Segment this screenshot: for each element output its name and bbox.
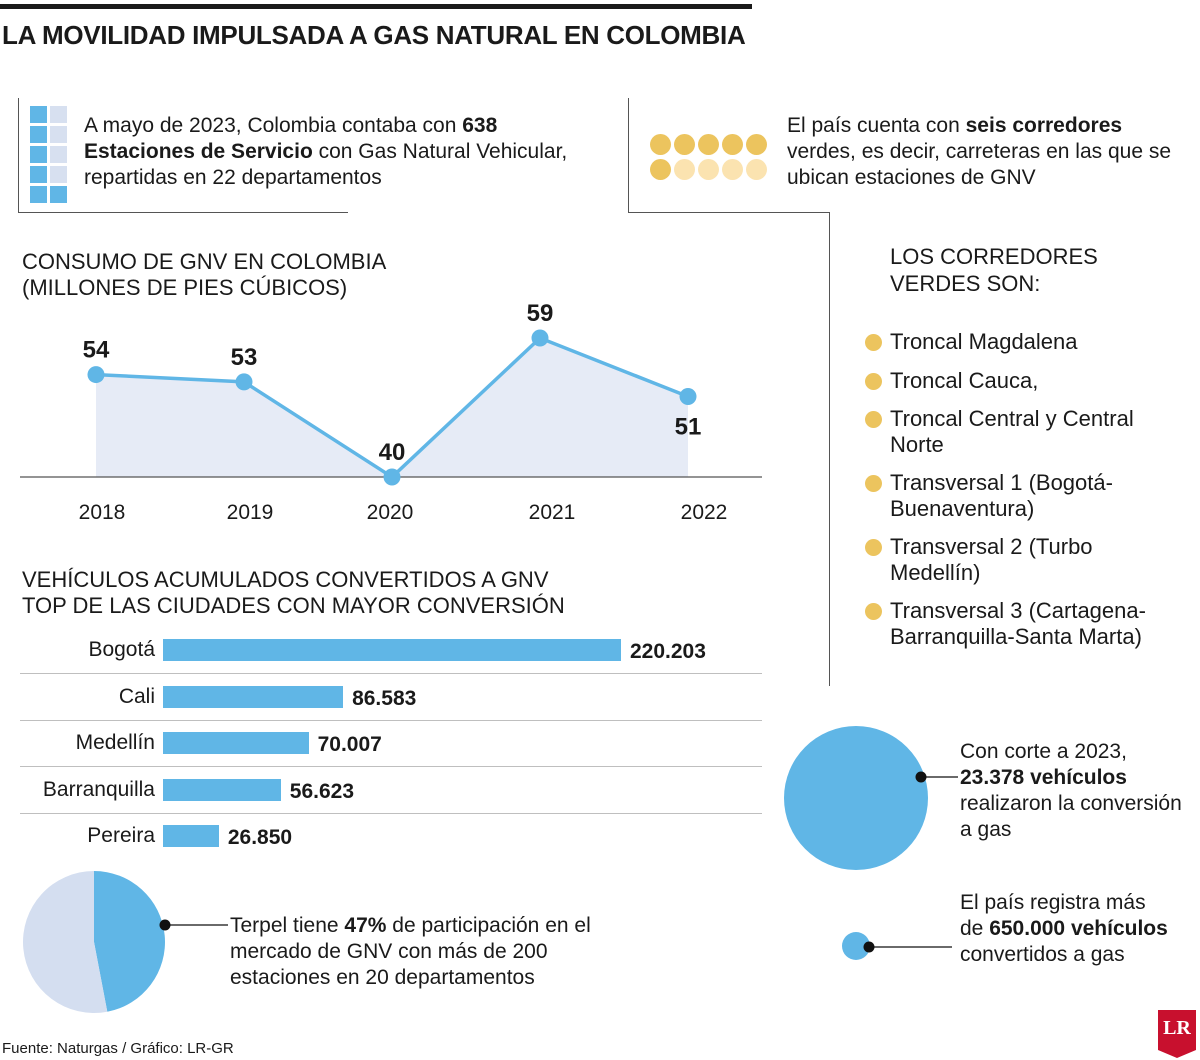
data-label: 54: [83, 337, 110, 364]
pie-slice-rest: [23, 871, 108, 1013]
frame-rule: [829, 212, 830, 686]
frame-rule: [18, 98, 19, 212]
corridor-bullet-icon: [865, 373, 882, 390]
bar-category-label: Bogotá: [88, 638, 155, 661]
bar: [163, 778, 281, 801]
data-label: 51: [675, 414, 702, 441]
bar-chart-subtitle: TOP DE LAS CIUDADES CON MAYOR CONVERSIÓN: [22, 593, 565, 618]
x-tick-label: 2020: [367, 501, 414, 524]
x-tick-label: 2018: [79, 501, 126, 524]
bar: [163, 732, 309, 754]
corridors-dots-icon: [650, 134, 767, 180]
bar-category-label: Cali: [118, 684, 155, 708]
page-title: LA MOVILIDAD IMPULSADA A GAS NATURAL EN …: [2, 20, 746, 50]
bar-value-label: 56.623: [289, 779, 354, 803]
bar-category-label: Barranquilla: [42, 777, 155, 801]
bar-category-label: Medellín: [75, 731, 155, 754]
bar-value-label: 26.850: [227, 826, 293, 849]
x-tick-label: 2019: [227, 501, 274, 524]
total-callout-line: [863, 941, 952, 953]
top-rule: [0, 4, 752, 9]
bar-row-separator: [20, 719, 762, 721]
bar: [163, 685, 344, 708]
corridor-item: Troncal Central y Central Norte: [890, 406, 1134, 457]
pie-chart: [23, 871, 166, 1013]
frame-rule: [628, 212, 830, 213]
corridor-bullet-icon: [865, 411, 882, 428]
data-label: 59: [527, 300, 554, 327]
stations-text: A mayo de 2023, Colombia contaba con 638…: [84, 114, 568, 189]
data-label: 53: [231, 344, 258, 371]
terpel-callout-line: [159, 919, 228, 931]
corridor-item: Transversal 1 (Bogotá-Buenaventura): [890, 470, 1113, 521]
conversion-2023-circle: [784, 726, 928, 870]
bar-category-label: Pereira: [87, 824, 155, 847]
corridor-bullet-icon: [865, 475, 882, 492]
source-note: Fuente: Naturgas / Gráfico: LR-GR: [2, 1040, 234, 1057]
corridor-bullet-icon: [865, 334, 882, 351]
bar-value-label: 70.007: [317, 733, 382, 756]
corridors-intro-text: El país cuenta con seis corredores verde…: [787, 114, 1172, 189]
bar-chart-title: VEHÍCULOS ACUMULADOS CONVERTIDOS A GNV: [22, 567, 549, 592]
terpel-text: Terpel tiene 47% de participación en el …: [230, 914, 591, 989]
conversion-callout-line: [915, 771, 958, 783]
bar: [163, 639, 621, 661]
x-tick-label: 2021: [529, 501, 576, 524]
stations-grid-icon: [30, 106, 67, 203]
data-label: 40: [379, 439, 406, 466]
conversion-2023-text: Con corte a 2023, 23.378 vehículos reali…: [960, 740, 1182, 841]
corridor-item: Troncal Cauca,: [890, 368, 1039, 393]
corridors-title: LOS CORREDORES VERDES SON:: [890, 244, 1098, 296]
line-chart: 54 2018 53 2019 40 2020 59 2021 51 2022: [20, 300, 762, 524]
x-tick-label: 2022: [681, 501, 728, 524]
data-point: [383, 468, 401, 486]
data-point: [87, 366, 105, 384]
lr-logo: LR: [1158, 1010, 1196, 1058]
bar: [163, 825, 219, 847]
bar-row-separator: [20, 673, 762, 674]
data-point: [679, 388, 697, 406]
line-chart-area: [96, 338, 688, 477]
data-point: [235, 373, 253, 391]
pie-slice-terpel: [94, 871, 166, 1012]
bar-value-label: 220.203: [630, 640, 706, 663]
corridor-bullet-icon: [865, 603, 882, 620]
total-converted-circle: [842, 932, 870, 960]
corridor-item: Transversal 2 (Turbo Medellín): [890, 534, 1093, 585]
bar-row-separator: [20, 766, 762, 767]
corridor-item: Troncal Magdalena: [890, 329, 1078, 354]
bar-value-label: 86.583: [352, 686, 417, 710]
data-point: [531, 329, 549, 347]
total-converted-text: El país registra más de 650.000 vehículo…: [960, 891, 1168, 966]
frame-rule: [628, 98, 629, 212]
corridor-item: Transversal 3 (Cartagena-Barranquilla-Sa…: [890, 598, 1146, 649]
bar-row-separator: [20, 812, 762, 814]
corridor-bullet-icon: [865, 539, 882, 556]
line-chart-title: CONSUMO DE GNV EN COLOMBIA: [22, 249, 387, 274]
line-chart-subtitle: (MILLONES DE PIES CÚBICOS): [22, 275, 348, 300]
frame-rule: [18, 212, 348, 213]
